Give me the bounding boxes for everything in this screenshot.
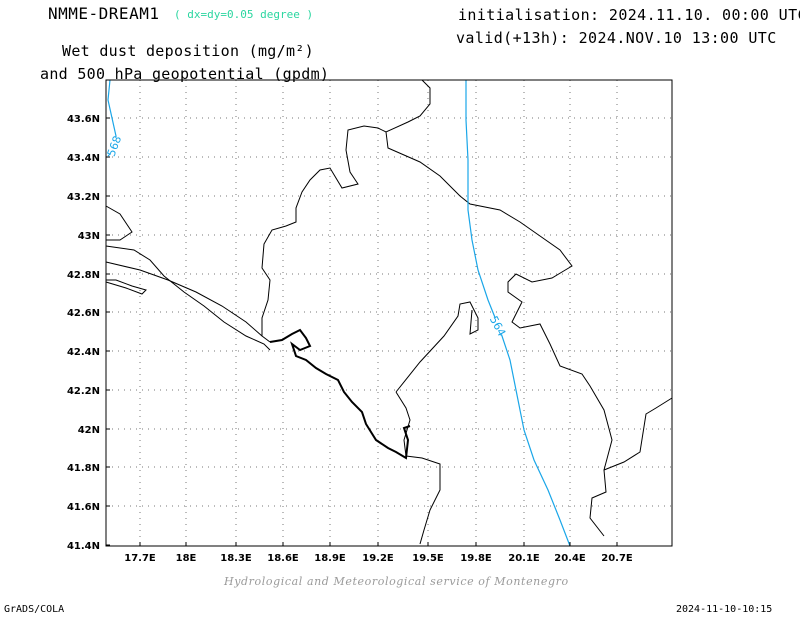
lat-tick-label: 42.6N <box>67 308 100 319</box>
lat-tick-label: 41.6N <box>67 502 100 513</box>
coast-line <box>105 261 263 337</box>
lat-tick-label: 43N <box>78 231 100 242</box>
lon-tick-label: 19.8E <box>460 553 492 564</box>
contour-label-bg <box>489 314 509 337</box>
contour-label-bg <box>104 135 122 157</box>
lon-tick-label: 19.2E <box>362 553 394 564</box>
lat-tick-label: 43.6N <box>67 114 100 125</box>
lon-tick-label: 18.9E <box>314 553 346 564</box>
lat-tick-label: 41.8N <box>67 463 100 474</box>
border-line <box>261 79 431 343</box>
map-frame <box>105 79 673 547</box>
lat-tick-label: 42N <box>78 425 100 436</box>
model-name: NMME-DREAM1 <box>48 4 160 23</box>
lat-tick-label: 41.4N <box>67 541 100 552</box>
footer-timestamp: 2024-11-10-10:15 <box>676 604 773 615</box>
lat-tick-label: 42.4N <box>67 347 100 358</box>
graticule <box>106 80 672 546</box>
lon-tick-label: 18.6E <box>267 553 299 564</box>
geopotential-contours <box>107 79 571 547</box>
lon-tick-label: 19.5E <box>412 553 444 564</box>
border-line <box>395 391 411 457</box>
credit-text: Hydrological and Meteorological service … <box>224 575 569 588</box>
lon-tick-label: 20.7E <box>601 553 633 564</box>
coast-line <box>405 455 441 545</box>
coastlines-borders <box>105 79 673 545</box>
lat-tick-label: 42.8N <box>67 270 100 281</box>
contour-label: 568 <box>105 134 124 158</box>
lon-tick-label: 20.4E <box>554 553 586 564</box>
coast-line <box>105 205 133 241</box>
lat-tick-label: 43.4N <box>67 153 100 164</box>
border-line <box>395 301 479 393</box>
map-title-line2: and 500 hPa geopotential (gpdm) <box>40 65 330 83</box>
coast-line <box>105 245 271 351</box>
border-line <box>385 131 613 537</box>
lon-tick-label: 18.3E <box>220 553 252 564</box>
contour-label: 564 <box>487 314 508 339</box>
lon-tick-label: 20.1E <box>508 553 540 564</box>
footer-grads-label: GrADS/COLA <box>4 604 65 615</box>
map-title-line1: Wet dust deposition (mg/m²) <box>62 42 314 60</box>
lon-tick-label: 17.7E <box>124 553 156 564</box>
init-time: initialisation: 2024.11.10. 00:00 UTC <box>458 6 800 24</box>
resolution-note: ( dx=dy=0.05 degree ) <box>174 8 314 21</box>
lon-tick-label: 18E <box>176 553 197 564</box>
lat-tick-label: 42.2N <box>67 386 100 397</box>
coast-line <box>105 279 147 295</box>
contour-564 <box>465 80 571 547</box>
coast-line <box>269 328 411 460</box>
valid-time: valid(+13h): 2024.NOV.10 13:00 UTC <box>456 29 777 47</box>
border-line <box>603 397 673 471</box>
lat-tick-label: 43.2N <box>67 192 100 203</box>
